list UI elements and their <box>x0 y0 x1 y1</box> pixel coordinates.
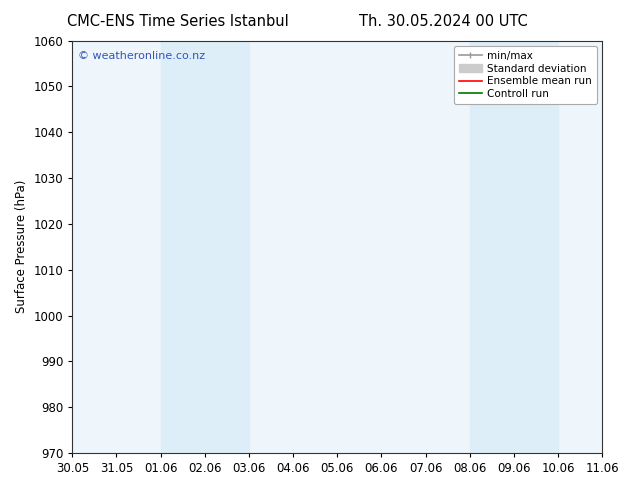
Text: CMC-ENS Time Series Istanbul: CMC-ENS Time Series Istanbul <box>67 14 288 29</box>
Y-axis label: Surface Pressure (hPa): Surface Pressure (hPa) <box>15 180 28 314</box>
Text: © weatheronline.co.nz: © weatheronline.co.nz <box>77 51 205 61</box>
Bar <box>470 41 558 453</box>
Legend: min/max, Standard deviation, Ensemble mean run, Controll run: min/max, Standard deviation, Ensemble me… <box>454 46 597 104</box>
Text: Th. 30.05.2024 00 UTC: Th. 30.05.2024 00 UTC <box>359 14 528 29</box>
Bar <box>160 41 249 453</box>
